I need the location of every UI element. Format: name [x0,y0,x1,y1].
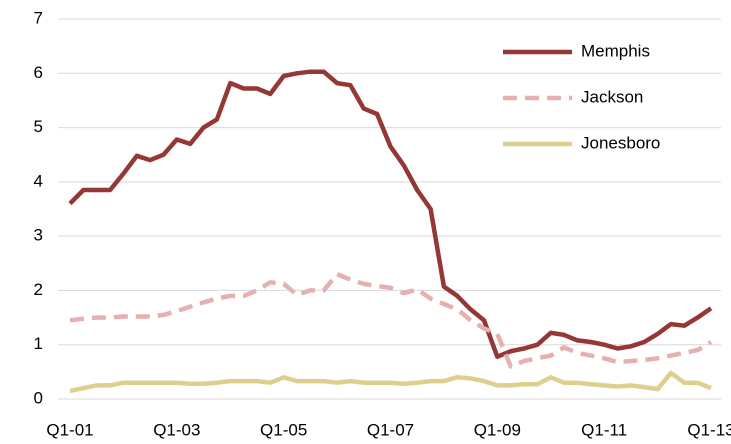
y-tick-label: 2 [34,280,43,299]
x-tick-label: Q1-07 [367,420,414,439]
legend-label: Memphis [581,41,650,60]
x-tick-label: Q1-03 [153,420,200,439]
y-tick-label: 5 [34,117,43,136]
series-line [69,370,712,394]
y-tick-label: 1 [34,334,43,353]
x-tick-label: Q1-05 [260,420,307,439]
legend-label: Jonesboro [581,133,660,152]
x-tick-label: Q1-01 [46,420,93,439]
y-tick-label: 6 [34,63,43,82]
y-tick-label: 3 [34,226,43,245]
x-tick-label: Q1-09 [474,420,521,439]
y-tick-label: 0 [34,388,43,407]
series-line [69,271,713,369]
y-tick-label: 7 [34,8,43,27]
x-tick-label: Q1-13 [687,420,731,439]
legend-label: Jackson [581,87,643,106]
x-tick-label: Q1-11 [581,420,627,439]
series-line [68,69,713,359]
y-tick-label: 4 [34,171,43,190]
